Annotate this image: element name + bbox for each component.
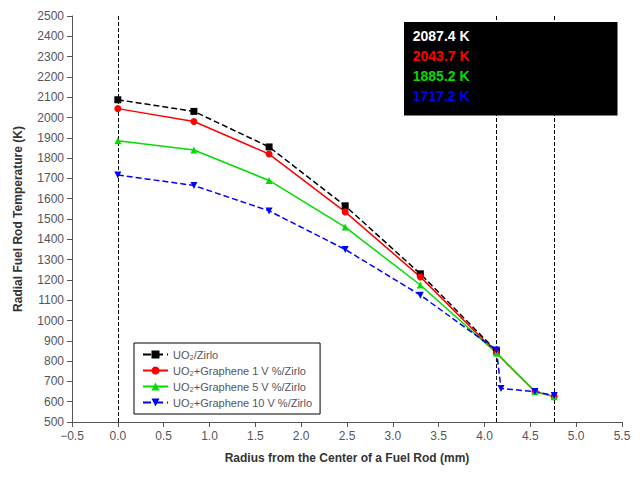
svg-text:UO₂+Graphene 5 V %/Zirlo: UO₂+Graphene 5 V %/Zirlo <box>173 381 306 393</box>
svg-text:500: 500 <box>44 415 64 429</box>
svg-text:Radius from the Center of a Fu: Radius from the Center of a Fuel Rod (mm… <box>225 451 470 465</box>
svg-text:1000: 1000 <box>37 314 64 328</box>
svg-text:900: 900 <box>44 334 64 348</box>
svg-text:1100: 1100 <box>38 293 64 307</box>
svg-text:UO₂+Graphene 10 V %/Zirlo: UO₂+Graphene 10 V %/Zirlo <box>173 397 312 409</box>
svg-text:1800: 1800 <box>37 151 64 165</box>
svg-text:2200: 2200 <box>37 70 64 84</box>
svg-text:5.0: 5.0 <box>568 429 585 443</box>
svg-text:1900: 1900 <box>37 131 64 145</box>
svg-text:700: 700 <box>44 374 64 388</box>
svg-text:5.5: 5.5 <box>614 429 631 443</box>
svg-text:800: 800 <box>44 354 64 368</box>
svg-text:0.5: 0.5 <box>155 429 172 443</box>
svg-text:2087.4 K: 2087.4 K <box>413 28 470 44</box>
svg-text:1300: 1300 <box>37 253 64 267</box>
svg-text:1700: 1700 <box>37 171 64 185</box>
svg-text:2000: 2000 <box>37 111 64 125</box>
svg-text:2500: 2500 <box>37 9 64 23</box>
svg-text:2300: 2300 <box>37 50 64 64</box>
svg-text:1717.2 K: 1717.2 K <box>413 88 470 104</box>
svg-text:2043.7 K: 2043.7 K <box>413 48 470 64</box>
svg-text:1.0: 1.0 <box>201 429 218 443</box>
svg-text:3.5: 3.5 <box>430 429 447 443</box>
svg-text:1500: 1500 <box>37 212 64 226</box>
svg-text:2.0: 2.0 <box>293 429 310 443</box>
svg-text:UO₂/Zirlo: UO₂/Zirlo <box>173 349 218 361</box>
svg-text:2400: 2400 <box>37 29 64 43</box>
svg-text:−0.5: −0.5 <box>60 429 84 443</box>
svg-text:1400: 1400 <box>37 232 64 246</box>
svg-text:1200: 1200 <box>37 273 64 287</box>
svg-text:UO₂+Graphene 1 V %/Zirlo: UO₂+Graphene 1 V %/Zirlo <box>173 365 306 377</box>
svg-text:0.0: 0.0 <box>109 429 126 443</box>
svg-text:Radial Fuel Rod Temperature (K: Radial Fuel Rod Temperature (K) <box>11 126 25 312</box>
svg-text:3.0: 3.0 <box>384 429 401 443</box>
svg-text:2.5: 2.5 <box>339 429 356 443</box>
svg-text:2100: 2100 <box>37 90 64 104</box>
svg-text:600: 600 <box>44 395 64 409</box>
svg-text:4.5: 4.5 <box>522 429 539 443</box>
svg-text:4.0: 4.0 <box>476 429 493 443</box>
svg-text:1600: 1600 <box>37 192 64 206</box>
svg-text:1.5: 1.5 <box>247 429 264 443</box>
svg-text:1885.2 K: 1885.2 K <box>413 68 470 84</box>
